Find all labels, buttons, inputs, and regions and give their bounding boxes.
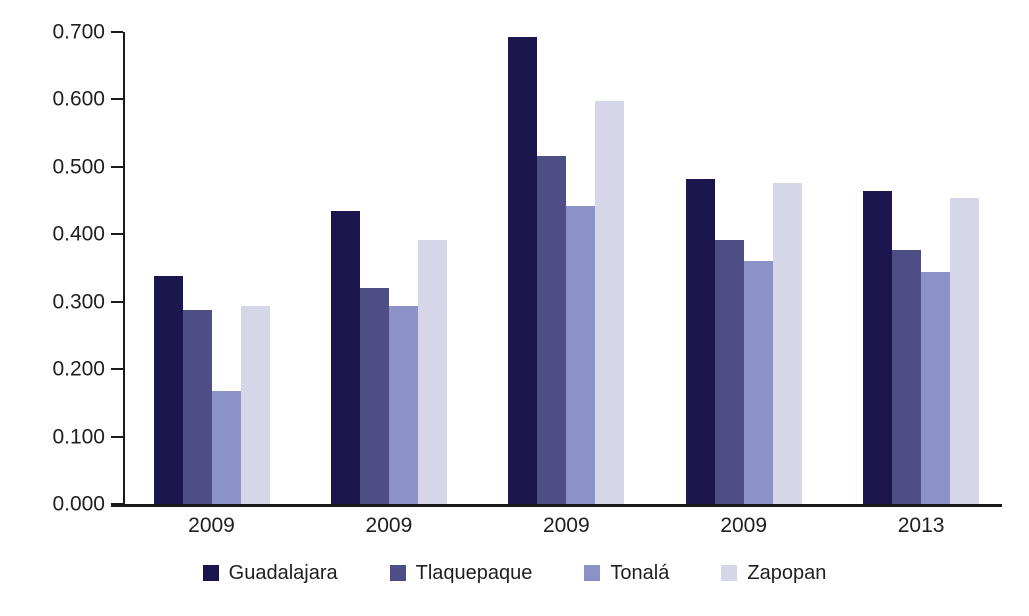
legend: Guadalajara Tlaquepaque Tonalá Zapopan xyxy=(0,563,1029,583)
y-axis-tick xyxy=(111,503,123,505)
bar-zapopan xyxy=(595,100,625,504)
bar-guadalajara xyxy=(330,210,360,504)
y-axis-tick xyxy=(111,98,123,101)
legend-item-tonalá: Tonalá xyxy=(584,563,669,583)
legend-label: Tlaquepaque xyxy=(415,562,533,584)
x-tick-label: 2009 xyxy=(365,514,413,537)
x-axis-line xyxy=(111,504,1002,507)
bar-guadalajara xyxy=(508,37,538,504)
legend-label: Tonalá xyxy=(610,562,670,584)
legend-swatch-icon xyxy=(584,565,601,581)
bar-tlaquepaque xyxy=(182,309,212,504)
y-axis-tick-label: 0.300 xyxy=(52,290,105,314)
x-tick-label: 2009 xyxy=(542,514,590,537)
x-tick-label: 2013 xyxy=(897,514,945,537)
legend-swatch-icon xyxy=(721,565,738,581)
y-axis-tick-label: 0.200 xyxy=(52,357,105,381)
bar-tlaquepaque xyxy=(537,156,567,504)
bar-zapopan xyxy=(772,183,802,504)
y-axis-tick-label: 0.700 xyxy=(52,20,105,44)
y-axis-tick xyxy=(111,233,123,236)
bar-zapopan xyxy=(950,197,980,504)
bar-tlaquepaque xyxy=(714,240,744,504)
legend-item-guadalajara: Guadalajara xyxy=(202,562,338,584)
y-axis-line xyxy=(123,32,125,507)
bar-guadalajara xyxy=(153,276,183,504)
legend-swatch-icon xyxy=(389,565,406,581)
x-tick-label: 2009 xyxy=(188,514,235,537)
y-axis-tick xyxy=(111,368,123,371)
bar-guadalajara xyxy=(863,191,893,504)
legend-swatch-icon xyxy=(202,565,219,581)
bar-tlaquepaque xyxy=(892,249,922,504)
y-axis-tick-label: 0.500 xyxy=(52,155,105,179)
y-axis-tick xyxy=(111,300,123,303)
legend-item-tlaquepaque: Tlaquepaque xyxy=(389,562,533,584)
bar-tonalá xyxy=(743,261,773,504)
x-tick-label: 2009 xyxy=(720,514,768,537)
y-axis-tick xyxy=(111,435,123,438)
bar-tlaquepaque xyxy=(359,287,389,504)
y-axis-tick-label: 0.000 xyxy=(52,492,105,516)
bar-tonalá xyxy=(211,390,241,504)
y-axis-tick-label: 0.600 xyxy=(52,87,105,111)
bar-guadalajara xyxy=(685,178,715,504)
y-axis-tick xyxy=(111,165,123,168)
bar-tonalá xyxy=(388,306,418,504)
legend-label: Guadalajara xyxy=(228,562,338,584)
legend-item-zapopan: Zapopan xyxy=(721,563,826,583)
bar-tonalá xyxy=(921,272,951,504)
bar-zapopan xyxy=(417,239,447,504)
bar-zapopan xyxy=(240,306,270,504)
legend-label: Zapopan xyxy=(747,562,827,584)
bar-tonalá xyxy=(566,205,596,504)
y-axis-tick xyxy=(111,31,123,33)
y-axis-tick-label: 0.100 xyxy=(52,425,105,449)
y-axis-tick-label: 0.400 xyxy=(52,222,105,246)
